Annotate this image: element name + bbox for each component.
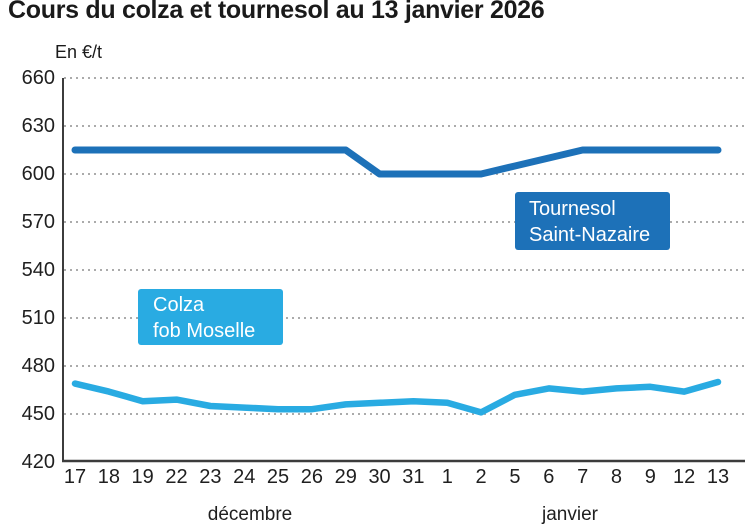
month-label-janvier: janvier [542, 504, 598, 525]
x-tick-label-7-26: 26 [300, 466, 324, 488]
x-tick-label-19-13: 13 [706, 466, 730, 488]
x-tick-label-15-7: 7 [577, 466, 589, 488]
y-tick-label-660: 660 [21, 67, 55, 89]
x-tick-label-6-25: 25 [266, 466, 290, 488]
x-tick-label-16-8: 8 [610, 466, 623, 488]
x-tick-label-11-1: 1 [441, 466, 453, 488]
y-tick-label-480: 480 [21, 355, 55, 377]
x-tick-label-17-9: 9 [644, 466, 656, 488]
x-tick-label-0-17: 17 [63, 466, 87, 488]
x-tick-label-10-31: 31 [402, 466, 425, 488]
series-label-tournesol-line2: Saint-Nazaire [529, 224, 651, 246]
x-tick-label-18-12: 12 [673, 466, 696, 488]
series-label-colza-line2: fob Moselle [153, 320, 256, 342]
x-tick-label-2-19: 19 [131, 466, 154, 488]
x-tick-label-12-2: 2 [475, 466, 487, 488]
y-tick-label-510: 510 [21, 307, 55, 329]
x-tick-label-5-24: 24 [233, 466, 256, 488]
y-tick-label-600: 600 [21, 163, 55, 185]
series-label-colza: Colza fob Moselle [138, 289, 283, 345]
colza-line [71, 378, 722, 416]
x-tick-label-8-29: 29 [334, 466, 357, 488]
x-tick-label-13-5: 5 [509, 466, 521, 488]
y-tick-label-540: 540 [21, 259, 55, 281]
month-label-décembre: décembre [207, 504, 293, 525]
page-title: Cours du colza et tournesol au 13 janvie… [8, 0, 545, 24]
y-tick-label-420: 420 [21, 451, 55, 473]
series-label-tournesol: Tournesol Saint-Nazaire [515, 192, 670, 250]
x-tick-label-9-30: 30 [368, 466, 391, 488]
series-label-colza-line1: Colza [153, 294, 205, 316]
y-axis-unit-label: En €/t [55, 42, 103, 62]
x-tick-label-1-18: 18 [97, 466, 120, 488]
series-label-tournesol-line1: Tournesol [529, 198, 616, 220]
y-tick-label-570: 570 [21, 211, 55, 233]
x-tick-label-4-23: 23 [199, 466, 222, 488]
x-tick-label-3-22: 22 [165, 466, 188, 488]
tournesol-line [71, 146, 722, 178]
series-lines-group [71, 146, 722, 416]
y-tick-label-450: 450 [21, 403, 55, 425]
y-tick-label-630: 630 [21, 115, 55, 137]
price-line-chart [62, 77, 745, 463]
x-tick-label-14-6: 6 [543, 466, 555, 488]
